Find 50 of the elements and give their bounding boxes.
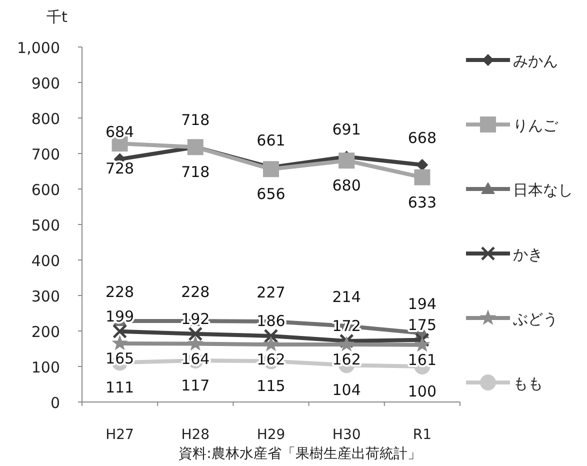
data-label: 633 [408, 193, 437, 212]
data-label: 165 [105, 349, 134, 368]
legend-label: ぶどう [513, 310, 558, 328]
y-axis-title: 千t [46, 8, 68, 26]
data-label: 162 [332, 350, 361, 368]
x-tick-label: H27 [106, 427, 134, 443]
data-label: 718 [181, 111, 210, 130]
legend-label: りんご [513, 116, 559, 134]
data-label: 161 [408, 350, 437, 369]
data-label: 718 [181, 163, 210, 182]
data-label: 228 [105, 283, 134, 302]
data-label: 680 [332, 176, 361, 195]
y-tick-label: 300 [31, 288, 60, 306]
legend-label: 日本なし [513, 181, 573, 199]
data-label: 728 [105, 160, 134, 178]
y-tick-label: 900 [31, 74, 60, 92]
data-label: 194 [408, 295, 437, 314]
data-label: 115 [256, 377, 286, 396]
text: 資料:農林水産省「果樹生産出荷統計」 [178, 446, 422, 462]
data-label: 214 [332, 288, 361, 306]
legend-label: みかん [513, 52, 558, 70]
y-tick-label: 100 [31, 358, 60, 376]
data-label: 104 [332, 381, 361, 400]
data-label: 117 [181, 376, 210, 394]
legend-label: もも [513, 374, 543, 392]
legend-label: かき [513, 246, 543, 264]
data-label: 162 [256, 350, 286, 368]
y-tick-label: 600 [31, 181, 60, 199]
data-label: 684 [105, 123, 134, 142]
x-tick-label: H28 [181, 427, 210, 443]
x-tick-label: R1 [412, 427, 432, 443]
y-tick-label: 400 [31, 252, 60, 270]
data-label: 668 [408, 128, 437, 147]
data-label: 656 [256, 185, 286, 204]
y-tick-label: 1,000 [17, 39, 60, 57]
data-label: 227 [256, 283, 286, 302]
data-label: 691 [332, 120, 361, 139]
data-label: 661 [256, 131, 286, 150]
data-label: 164 [181, 350, 210, 368]
x-tick-label: H30 [332, 427, 361, 443]
data-label: 228 [181, 283, 210, 302]
y-tick-label: 200 [31, 323, 60, 341]
y-tick-label: 500 [31, 216, 60, 234]
y-tick-label: 0 [50, 394, 60, 412]
y-tick-label: 700 [31, 146, 60, 164]
data-label: 100 [408, 382, 437, 400]
y-tick-label: 800 [31, 110, 60, 128]
data-label: 175 [408, 316, 437, 334]
data-label: 111 [105, 378, 134, 397]
x-tick-label: H29 [256, 427, 286, 443]
